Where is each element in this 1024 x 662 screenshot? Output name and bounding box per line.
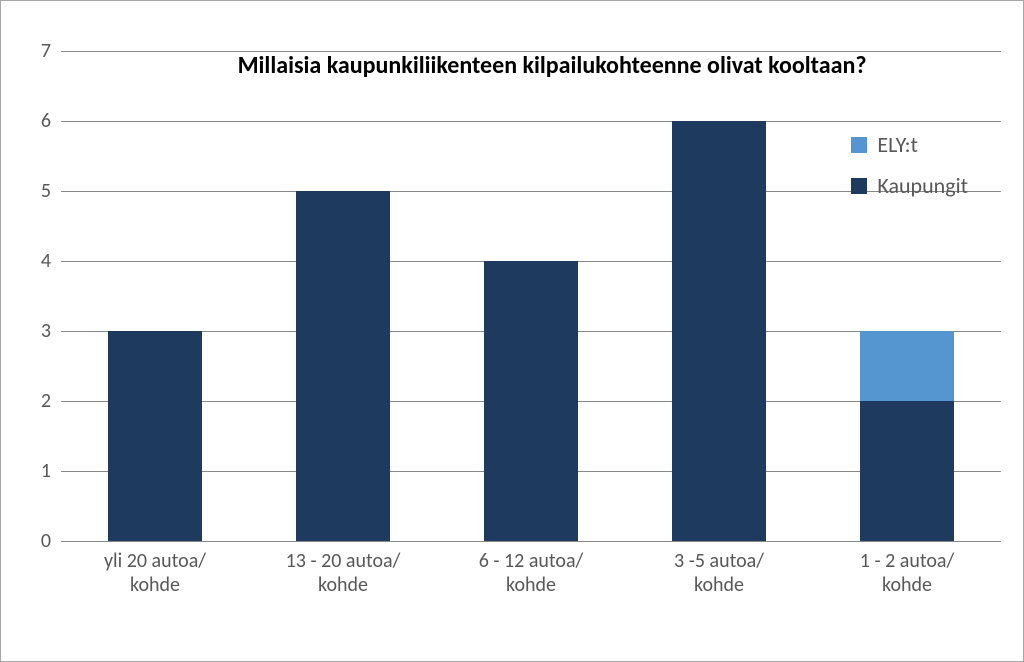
bar-group — [672, 51, 766, 541]
x-tick-label: 13 - 20 autoa/ kohde — [249, 549, 437, 597]
x-tick-label: 3 -5 autoa/ kohde — [625, 549, 813, 597]
bar-segment — [108, 331, 202, 541]
y-tick-label: 2 — [21, 389, 51, 413]
chart-container: Millaisia kaupunkiliikenteen kilpailukoh… — [0, 0, 1024, 662]
bars-layer — [61, 51, 1001, 541]
bar-group — [108, 51, 202, 541]
legend-item: Kaupungit — [851, 172, 968, 199]
y-tick-label: 5 — [21, 179, 51, 203]
gridline — [61, 541, 1001, 542]
bar-segment — [860, 331, 954, 401]
bar-segment — [860, 401, 954, 541]
y-tick-label: 0 — [21, 529, 51, 553]
bar-segment — [484, 261, 578, 541]
y-tick-label: 3 — [21, 319, 51, 343]
legend: ELY:t Kaupungit — [851, 131, 968, 213]
y-tick-label: 4 — [21, 249, 51, 273]
legend-item: ELY:t — [851, 131, 968, 158]
legend-swatch — [851, 137, 867, 153]
bar-group — [860, 51, 954, 541]
x-axis-labels: yli 20 autoa/ kohde13 - 20 autoa/ kohde6… — [61, 549, 1001, 649]
bar-segment — [672, 121, 766, 541]
y-tick-label: 6 — [21, 109, 51, 133]
bar-segment — [296, 191, 390, 541]
y-tick-label: 7 — [21, 39, 51, 63]
x-tick-label: 6 - 12 autoa/ kohde — [437, 549, 625, 597]
x-tick-label: 1 - 2 autoa/ kohde — [813, 549, 1001, 597]
x-tick-label: yli 20 autoa/ kohde — [61, 549, 249, 597]
legend-swatch — [851, 178, 867, 194]
bar-group — [484, 51, 578, 541]
legend-label: ELY:t — [877, 131, 918, 158]
legend-label: Kaupungit — [877, 172, 968, 199]
y-tick-label: 1 — [21, 459, 51, 483]
bar-group — [296, 51, 390, 541]
